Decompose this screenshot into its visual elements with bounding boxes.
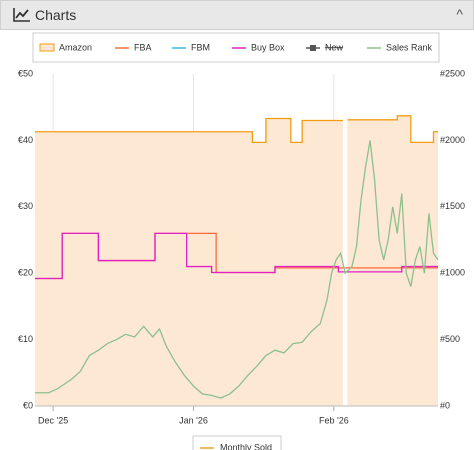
y2-tick-label: #0 (440, 400, 450, 410)
legend-label[interactable]: New (325, 42, 344, 52)
legend-label[interactable]: FBM (191, 42, 210, 52)
y-tick-label: €30 (18, 201, 33, 211)
y-tick-label: €0 (23, 400, 33, 410)
area (35, 115, 438, 406)
legend-label[interactable]: FBA (134, 42, 152, 52)
collapse-caret[interactable]: ^ (456, 6, 463, 22)
series-line (35, 140, 439, 399)
y2-tick-label: #1500 (440, 201, 465, 211)
legend-box-2 (192, 435, 282, 450)
y2-tick-label: #1000 (440, 268, 465, 278)
panel-title: Charts (35, 7, 77, 23)
y-tick-label: €40 (18, 135, 33, 145)
y2-tick-label: #500 (440, 334, 460, 344)
legend-swatch (39, 43, 55, 52)
chart: Dec '25 Jan '26 Feb '26 €0 €10 €20 €30 €40 €50 #0… (18, 32, 465, 450)
y2-tick-label: #2500 (440, 68, 465, 78)
x-tick-label: Dec '25 (38, 415, 68, 425)
legend-label[interactable]: Sales Rank (386, 42, 433, 52)
panel-header[interactable]: Charts ^ (0, 0, 474, 30)
x-tick-label: Jan '26 (179, 415, 208, 425)
y-tick-label: €10 (18, 334, 33, 344)
legend-label[interactable]: Amazon (59, 42, 92, 52)
legend-label[interactable]: Monthly Sold (220, 442, 272, 450)
series-line (35, 115, 438, 144)
x-tick-label: Feb '26 (319, 415, 349, 425)
y-tick-label: €50 (18, 68, 33, 78)
chart-icon (13, 8, 30, 22)
legend-marker (310, 45, 316, 51)
series-line (35, 232, 438, 280)
y-tick-label: €20 (18, 268, 33, 278)
legend-label[interactable]: Buy Box (251, 42, 285, 52)
y2-tick-label: #2000 (440, 135, 465, 145)
